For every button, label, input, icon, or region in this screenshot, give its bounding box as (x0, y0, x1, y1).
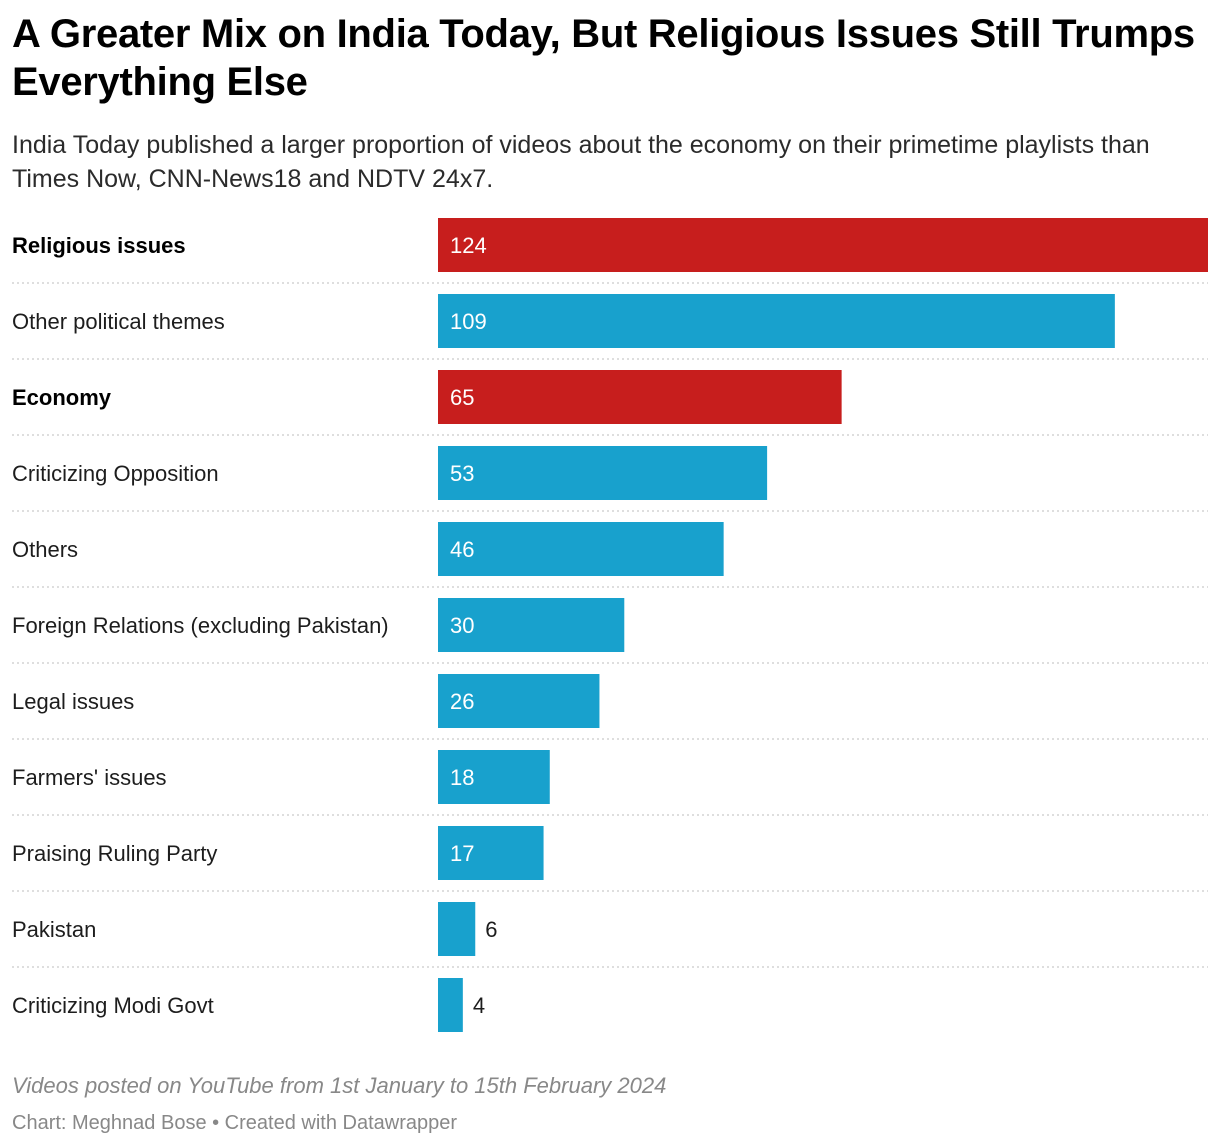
value-label: 4 (473, 993, 485, 1018)
category-label: Criticizing Opposition (12, 461, 219, 486)
chart-footer: Chart: Meghnad Bose • Created with Dataw… (12, 1112, 458, 1134)
bar (438, 826, 544, 880)
category-label: Other political themes (12, 309, 225, 334)
category-label: Praising Ruling Party (12, 841, 217, 866)
bar (438, 446, 768, 500)
value-label: 46 (450, 537, 474, 562)
value-label: 6 (485, 917, 497, 942)
category-label: Foreign Relations (excluding Pakistan) (12, 613, 389, 638)
category-label: Legal issues (12, 689, 134, 714)
value-label: 124 (450, 233, 487, 258)
bar (438, 370, 842, 424)
bar (438, 902, 476, 956)
category-label: Religious issues (12, 233, 186, 258)
chart-title: A Greater Mix on India Today, But Religi… (12, 12, 1195, 104)
category-label: Farmers' issues (12, 765, 167, 790)
value-label: 18 (450, 765, 474, 790)
bar (438, 674, 600, 728)
value-label: 65 (450, 385, 474, 410)
value-label: 26 (450, 689, 474, 714)
chart-subtitle: India Today published a larger proportio… (12, 131, 1150, 193)
category-label: Economy (12, 385, 112, 410)
category-label: Others (12, 537, 78, 562)
category-label: Criticizing Modi Govt (12, 993, 214, 1018)
bar (438, 218, 1208, 272)
bar (438, 750, 550, 804)
bar (438, 522, 724, 576)
bar (438, 598, 625, 652)
value-label: 109 (450, 309, 487, 334)
category-label: Pakistan (12, 917, 96, 942)
value-label: 17 (450, 841, 474, 866)
bar (438, 294, 1115, 348)
value-label: 53 (450, 461, 474, 486)
value-label: 30 (450, 613, 474, 638)
bar (438, 978, 463, 1032)
chart-notes: Videos posted on YouTube from 1st Januar… (12, 1073, 667, 1098)
